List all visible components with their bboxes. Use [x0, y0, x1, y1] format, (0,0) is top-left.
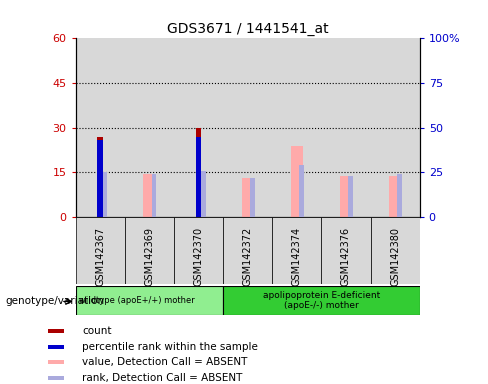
Bar	[196, 137, 202, 217]
Bar	[125, 38, 174, 217]
Text: wildtype (apoE+/+) mother: wildtype (apoE+/+) mother	[79, 296, 195, 305]
Bar	[201, 170, 205, 217]
Title: GDS3671 / 1441541_at: GDS3671 / 1441541_at	[167, 22, 328, 36]
Bar	[223, 217, 272, 284]
Text: count: count	[82, 326, 111, 336]
Bar	[322, 217, 370, 284]
Bar	[48, 376, 64, 380]
Bar	[102, 172, 107, 217]
Bar	[76, 217, 125, 284]
Bar	[348, 176, 353, 217]
Text: GSM142372: GSM142372	[243, 227, 253, 286]
Text: apolipoprotein E-deficient
(apoE-/-) mother: apolipoprotein E-deficient (apoE-/-) mot…	[263, 291, 380, 310]
Text: rank, Detection Call = ABSENT: rank, Detection Call = ABSENT	[82, 373, 243, 383]
Text: GSM142369: GSM142369	[144, 227, 154, 286]
Bar	[152, 174, 157, 217]
Bar	[389, 176, 401, 217]
Text: GSM142376: GSM142376	[341, 227, 351, 286]
Bar	[97, 137, 103, 217]
Bar	[48, 360, 64, 364]
Bar	[174, 38, 223, 217]
Bar	[48, 345, 64, 349]
Bar	[196, 127, 202, 217]
Bar	[250, 178, 255, 217]
Bar	[291, 146, 303, 217]
Text: GSM142380: GSM142380	[390, 227, 400, 286]
Bar	[76, 38, 125, 217]
Text: GSM142367: GSM142367	[95, 227, 105, 286]
Bar	[272, 217, 322, 284]
Text: GSM142374: GSM142374	[292, 227, 302, 286]
Bar	[340, 176, 352, 217]
Text: genotype/variation: genotype/variation	[5, 296, 104, 306]
Bar	[174, 217, 223, 284]
Bar	[272, 38, 322, 217]
Bar	[76, 286, 223, 315]
Bar	[125, 217, 174, 284]
Text: percentile rank within the sample: percentile rank within the sample	[82, 342, 258, 352]
Bar	[223, 38, 272, 217]
Bar	[223, 286, 420, 315]
Bar	[97, 140, 103, 217]
Bar	[48, 329, 64, 333]
Text: value, Detection Call = ABSENT: value, Detection Call = ABSENT	[82, 357, 247, 367]
Bar	[143, 174, 155, 217]
Bar	[299, 165, 304, 217]
Text: GSM142370: GSM142370	[194, 227, 203, 286]
Bar	[370, 38, 420, 217]
Bar	[397, 174, 402, 217]
Bar	[242, 178, 254, 217]
Bar	[370, 217, 420, 284]
Bar	[322, 38, 370, 217]
